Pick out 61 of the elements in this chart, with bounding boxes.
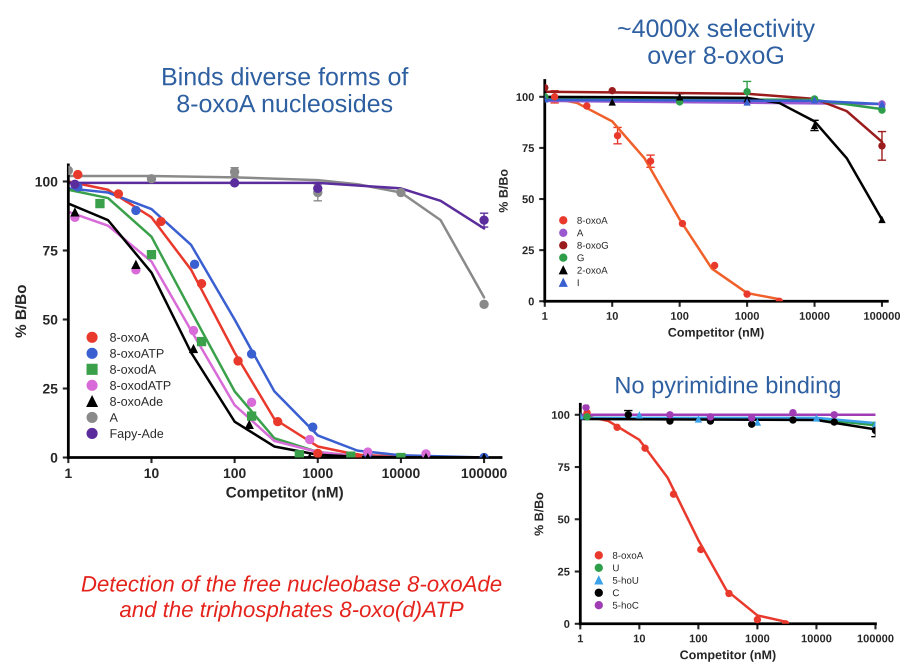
- y-tick-label: 75: [558, 463, 570, 472]
- x-tick-label: 10000: [802, 634, 832, 642]
- x-tick-label: 100000: [864, 312, 900, 320]
- y-tick-label: 75: [43, 246, 58, 256]
- y-tick-label: 100: [552, 411, 570, 419]
- legend-label: G: [577, 254, 584, 262]
- legend-label: 8-oxoA: [577, 216, 608, 224]
- y-tick-label: 100: [36, 176, 58, 187]
- y-tick-label: 0: [50, 452, 58, 463]
- legend-label: Fapy-Ade: [110, 428, 164, 440]
- legend-label: I: [578, 279, 579, 286]
- text: Detection of the free nucleobase 8-oxoAde and the triphosphates 8-oxo(d)ATP: [82, 575, 502, 622]
- x-tick-label: 1: [65, 468, 72, 478]
- x-axis-title: Competitor (nM): [226, 486, 343, 501]
- y-tick-label: 50: [558, 516, 570, 524]
- y-tick-label: 100: [516, 93, 534, 101]
- legend-label: A: [110, 413, 118, 422]
- y-tick-label: 50: [522, 195, 534, 204]
- legend-label: C: [612, 589, 620, 596]
- chart-title: ~4000x selectivity over 8-oxoG: [618, 18, 816, 64]
- x-tick-label: 1: [542, 312, 548, 320]
- x-tick-label: 10: [606, 312, 618, 320]
- y-tick-label: 75: [522, 144, 534, 152]
- y-tick-label: 25: [42, 384, 58, 394]
- chart-title: Binds diverse forms of 8-oxoA nucleosides: [163, 67, 408, 112]
- y-axis-title: % B/Bo: [498, 169, 508, 212]
- legend-label: 8-oxoATP: [110, 348, 164, 358]
- legend-label: 2-oxoA: [577, 266, 608, 274]
- legend-label: U: [613, 564, 619, 572]
- y-tick-label: 0: [564, 620, 570, 628]
- legend-label: 8-oxoAde: [110, 396, 163, 406]
- x-axis-title: Competitor (nM): [668, 328, 764, 340]
- x-tick-label: 100000: [462, 468, 507, 478]
- legend-label: 8-oxoG: [577, 242, 608, 249]
- legend-label: 8-oxodATP: [110, 380, 171, 390]
- x-tick-label: 1000: [746, 634, 770, 642]
- y-tick-label: 25: [522, 246, 534, 254]
- x-tick-label: 1000: [303, 468, 333, 478]
- x-tick-label: 10: [634, 634, 646, 642]
- x-tick-label: 100: [224, 468, 246, 478]
- x-tick-label: 1000: [735, 312, 759, 320]
- legend-label: 5-hoU: [612, 576, 638, 584]
- legend-label: 8-oxoA: [612, 552, 644, 559]
- legend-label: 8-oxoA: [110, 332, 150, 342]
- legend-label: A: [576, 230, 584, 236]
- x-tick-label: 10: [144, 468, 159, 478]
- y-tick-label: 0: [528, 298, 534, 306]
- legend-label: 5-hoC: [612, 602, 638, 609]
- x-tick-label: 100: [690, 634, 708, 642]
- y-tick-label: 25: [558, 568, 570, 576]
- legend-label: 8-oxodA: [110, 364, 156, 374]
- x-tick-label: 10000: [800, 312, 830, 320]
- y-axis-title: % B/Bo: [534, 492, 544, 536]
- x-tick-label: 100: [671, 312, 688, 320]
- x-axis-title: Competitor (nM): [680, 650, 776, 662]
- y-tick-label: 50: [42, 314, 58, 325]
- x-tick-label: 100000: [858, 634, 894, 642]
- x-tick-label: 10000: [382, 468, 420, 478]
- chart-title: No pyrimidine binding: [616, 376, 840, 398]
- y-axis-title: % B/Bo: [14, 285, 26, 338]
- x-tick-label: 1: [578, 634, 584, 642]
